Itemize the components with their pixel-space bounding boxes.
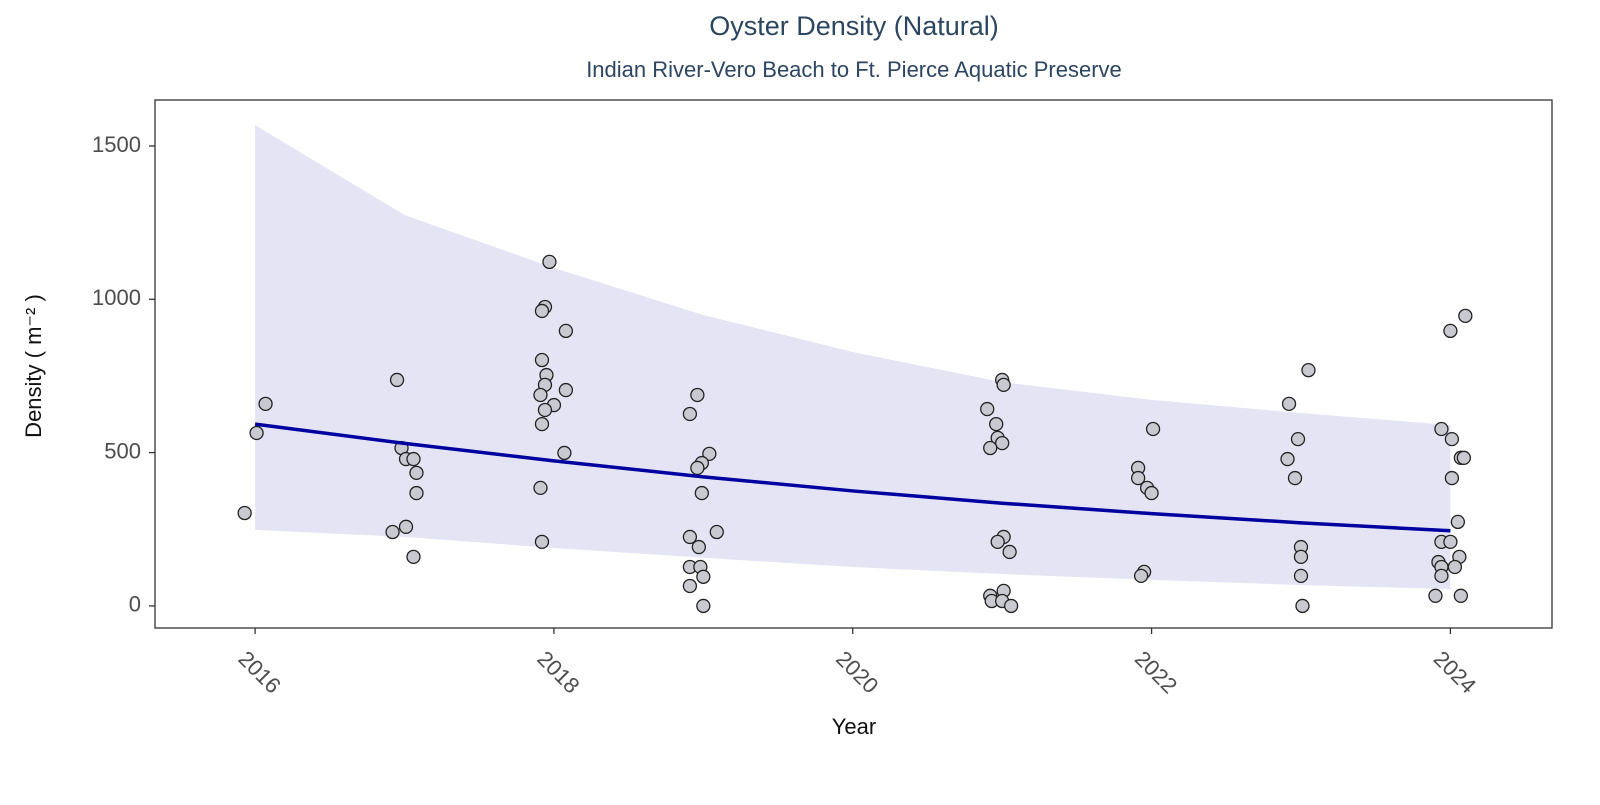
data-point — [534, 416, 550, 432]
data-point — [1443, 534, 1458, 549]
y-tick-label: 500 — [104, 438, 141, 463]
data-point — [1287, 470, 1303, 486]
data-point — [682, 406, 698, 422]
data-point — [1428, 588, 1443, 603]
data-point — [1293, 549, 1309, 565]
x-tick-label: 2020 — [831, 646, 883, 698]
data-point — [989, 416, 1004, 432]
data-point — [537, 402, 553, 418]
data-point — [1293, 568, 1309, 584]
data-point — [558, 382, 574, 398]
data-point — [682, 578, 698, 594]
y-tick-label: 1000 — [92, 285, 141, 310]
data-point — [1295, 598, 1310, 614]
data-point — [702, 446, 717, 461]
data-point — [995, 435, 1010, 451]
data-point — [1444, 431, 1460, 447]
trend-line — [254, 422, 1451, 533]
data-point — [990, 534, 1005, 549]
data-point — [980, 401, 995, 417]
data-point — [1280, 451, 1295, 467]
x-tick-label: 2018 — [532, 646, 584, 698]
data-point — [398, 519, 414, 534]
data-point — [1145, 421, 1161, 437]
data-point — [1434, 568, 1449, 584]
data-point — [1290, 431, 1306, 447]
plot-border — [154, 99, 1553, 629]
data-point — [533, 387, 548, 403]
data-point — [690, 460, 705, 476]
data-point — [409, 485, 424, 501]
data-point — [1144, 485, 1159, 501]
x-tick-label: 2022 — [1130, 646, 1182, 698]
data-point — [709, 524, 724, 540]
data-point — [682, 529, 698, 545]
data-point — [249, 425, 264, 441]
y-tick-label: 0 — [129, 592, 141, 617]
x-axis-label: Year — [832, 714, 876, 739]
data-point — [1133, 568, 1149, 584]
chart-subtitle: Indian River-Vero Beach to Ft. Pierce Aq… — [586, 57, 1122, 82]
data-point — [690, 387, 705, 403]
data-point — [696, 569, 711, 584]
data-point — [389, 372, 405, 388]
data-point — [533, 480, 548, 496]
data-point — [1453, 588, 1469, 603]
data-point — [1281, 396, 1297, 412]
data-point — [385, 524, 400, 540]
data-point — [1130, 470, 1146, 486]
y-axis-label: Density ( m⁻² ) — [21, 294, 46, 438]
data-point — [1003, 598, 1019, 614]
data-point — [983, 440, 998, 456]
data-point — [534, 352, 550, 368]
data-point — [1002, 544, 1017, 560]
data-point — [534, 534, 550, 549]
data-point — [696, 598, 711, 614]
data-point — [996, 377, 1011, 393]
data-point — [1301, 362, 1316, 378]
data-point — [1456, 450, 1471, 465]
data-point — [406, 549, 421, 565]
data-point — [1458, 308, 1473, 324]
data-point — [534, 303, 550, 319]
x-tick-label: 2016 — [233, 646, 285, 698]
data-point — [694, 485, 709, 501]
data-point — [1447, 559, 1463, 575]
data-point — [237, 505, 252, 521]
confidence-band — [255, 125, 1451, 590]
data-point — [1443, 323, 1458, 339]
y-tick-label: 1500 — [92, 132, 141, 157]
chart-title: Oyster Density (Natural) — [709, 11, 999, 41]
data-point — [691, 539, 707, 555]
data-point — [258, 396, 273, 412]
data-point — [409, 465, 424, 481]
data-point — [542, 254, 557, 270]
data-point — [1444, 470, 1460, 486]
data-point — [558, 323, 574, 339]
data-point — [406, 451, 421, 467]
x-tick-label: 2024 — [1429, 646, 1481, 698]
data-point — [557, 445, 572, 461]
data-point — [1450, 514, 1466, 530]
data-point — [1434, 421, 1449, 437]
